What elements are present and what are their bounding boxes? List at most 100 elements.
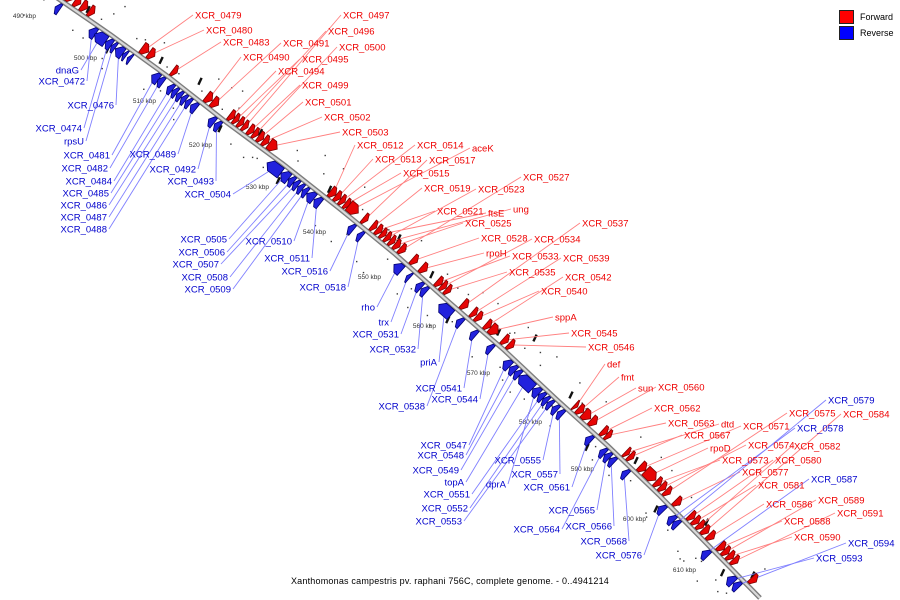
gene-arrow-XCR_0487[interactable] — [179, 94, 190, 107]
gene-label-XCR_0535[interactable]: XCR_0535 — [509, 268, 555, 279]
gene-arrow[interactable] — [125, 53, 135, 66]
gene-label-XCR_0544[interactable]: XCR_0544 — [432, 395, 478, 406]
gene-label-XCR_0479[interactable]: XCR_0479 — [195, 11, 241, 22]
gene-arrow-XCR_0589[interactable] — [719, 544, 732, 557]
gene-arrow-XCR_0578[interactable] — [666, 514, 679, 527]
gene-label-XCR_0562[interactable]: XCR_0562 — [654, 404, 700, 415]
gene-label-XCR_0511[interactable]: XCR_0511 — [264, 254, 310, 265]
gene-label-ung[interactable]: ung — [513, 205, 529, 216]
gene-label-XCR_0519[interactable]: XCR_0519 — [424, 184, 470, 195]
gene-arrow-XCR_0594[interactable] — [731, 581, 744, 593]
gene-arrow-XCR_0506[interactable] — [286, 176, 298, 189]
gene-label-XCR_0575[interactable]: XCR_0575 — [789, 409, 835, 420]
gene-arrow-XCR_0557[interactable] — [555, 409, 567, 421]
gene-label-XCR_0547[interactable]: XCR_0547 — [421, 441, 467, 452]
gene-arrow-XCR_0474[interactable] — [104, 38, 116, 51]
gene-arrow-XCR_0489[interactable] — [189, 102, 201, 115]
gene-label-XCR_0555[interactable]: XCR_0555 — [495, 456, 541, 467]
gene-label-XCR_0546[interactable]: XCR_0546 — [588, 343, 634, 354]
gene-arrow-XCR_0591[interactable] — [728, 554, 741, 566]
gene-arrow-XCR_0485[interactable] — [170, 87, 181, 99]
gene-arrow-XCR_0532[interactable] — [419, 285, 431, 298]
gene-arrow[interactable] — [78, 0, 89, 12]
gene-label-def[interactable]: def — [607, 360, 621, 371]
gene-arrow-XCR_0542[interactable] — [481, 318, 493, 331]
gene-label-XCR_0489[interactable]: XCR_0489 — [130, 150, 176, 161]
gene-arrow-XCR_0505[interactable] — [280, 171, 293, 185]
gene-arrow-XCR_0539[interactable] — [468, 306, 479, 318]
gene-label-XCR_0587[interactable]: XCR_0587 — [811, 475, 857, 486]
gene-arrow-rho[interactable] — [393, 262, 406, 276]
gene-label-XCR_0549[interactable]: XCR_0549 — [413, 466, 459, 477]
gene-label-XCR_0548[interactable]: XCR_0548 — [418, 451, 464, 462]
gene-arrow-XCR_0586[interactable] — [704, 529, 717, 541]
gene-label-XCR_0497[interactable]: XCR_0497 — [343, 11, 389, 22]
gene-label-priA[interactable]: priA — [420, 358, 438, 369]
gene-arrow-XCR_0495[interactable] — [230, 112, 241, 125]
gene-arrow-XCR_0525[interactable] — [391, 238, 402, 251]
gene-arrow-XCR_0488[interactable] — [183, 97, 194, 110]
gene-arrow-rpoH[interactable] — [417, 261, 429, 274]
gene-label-XCR_0484[interactable]: XCR_0484 — [66, 177, 112, 188]
gene-arrow-dtd[interactable] — [621, 446, 632, 458]
gene-arrow-rpoD[interactable] — [641, 465, 657, 482]
gene-label-XCR_0571[interactable]: XCR_0571 — [743, 422, 789, 433]
gene-arrow-XCR_0580[interactable] — [685, 509, 697, 522]
gene-label-XCR_0510[interactable]: XCR_0510 — [246, 237, 292, 248]
gene-arrow-XCR_0483[interactable] — [168, 64, 179, 77]
gene-label-dnaG[interactable]: dnaG — [56, 66, 79, 77]
gene-label-XCR_0514[interactable]: XCR_0514 — [417, 141, 463, 152]
gene-label-XCR_0573[interactable]: XCR_0573 — [722, 456, 768, 467]
gene-label-XCR_0577[interactable]: XCR_0577 — [742, 468, 788, 479]
gene-label-XCR_0581[interactable]: XCR_0581 — [758, 481, 804, 492]
gene-arrow-XCR_0501[interactable] — [254, 130, 266, 143]
gene-label-XCR_0590[interactable]: XCR_0590 — [794, 533, 840, 544]
gene-arrow-XCR_0535[interactable] — [442, 283, 453, 296]
gene-label-XCR_0540[interactable]: XCR_0540 — [541, 287, 587, 298]
gene-label-XCR_0568[interactable]: XCR_0568 — [581, 537, 627, 548]
gene-arrow-XCR_0500[interactable] — [250, 126, 260, 139]
gene-label-XCR_0481[interactable]: XCR_0481 — [64, 151, 110, 162]
gene-arrow-XCR_0482[interactable] — [156, 76, 167, 89]
gene-label-XCR_0483[interactable]: XCR_0483 — [223, 38, 269, 49]
gene-arrow-XCR_0523[interactable] — [382, 230, 393, 243]
gene-label-dprA[interactable]: dprA — [486, 480, 507, 491]
gene-arrow-XCR_0581[interactable] — [689, 514, 702, 526]
gene-arrow-XCR_0490[interactable] — [202, 90, 214, 104]
gene-arrow-XCR_0537[interactable] — [458, 297, 470, 310]
gene-label-rho[interactable]: rho — [361, 303, 375, 314]
gene-label-XCR_0584[interactable]: XCR_0584 — [843, 410, 889, 421]
gene-label-XCR_0539[interactable]: XCR_0539 — [563, 254, 609, 265]
gene-label-XCR_0504[interactable]: XCR_0504 — [185, 190, 231, 201]
gene-arrow-topA[interactable] — [518, 374, 538, 394]
gene-arrow-XCR_0493[interactable] — [212, 120, 224, 133]
gene-arrow-XCR_0519[interactable] — [368, 219, 379, 232]
gene-label-XCR_0574[interactable]: XCR_0574 — [748, 441, 794, 452]
gene-arrow-XCR_0562[interactable] — [598, 424, 610, 437]
gene-label-XCR_0564[interactable]: XCR_0564 — [514, 525, 560, 536]
gene-arrow-XCR_0571[interactable] — [635, 460, 648, 473]
gene-arrow-def[interactable] — [570, 399, 581, 411]
gene-label-XCR_0567[interactable]: XCR_0567 — [684, 431, 730, 442]
gene-arrow-sppA[interactable] — [486, 322, 499, 336]
gene-label-trx[interactable]: trx — [378, 318, 389, 329]
gene-arrow[interactable] — [120, 50, 130, 62]
gene-arrow-XCR_0561[interactable] — [584, 434, 596, 447]
gene-label-XCR_0534[interactable]: XCR_0534 — [534, 235, 580, 246]
gene-label-XCR_0501[interactable]: XCR_0501 — [305, 98, 351, 109]
gene-arrow-XCR_0484[interactable] — [165, 83, 177, 96]
gene-label-rpoD[interactable]: rpoD — [710, 444, 731, 455]
gene-label-XCR_0500[interactable]: XCR_0500 — [339, 43, 385, 54]
gene-arrow-XCR_0555[interactable] — [550, 404, 562, 416]
gene-arrow-XCR_0574[interactable] — [656, 480, 668, 492]
gene-arrow-XCR_0514[interactable] — [336, 193, 347, 206]
gene-arrow-XCR_0573[interactable] — [651, 475, 664, 488]
gene-arrow[interactable] — [53, 3, 64, 16]
gene-label-sun[interactable]: sun — [638, 384, 653, 395]
gene-arrow-dnaG[interactable] — [94, 31, 110, 48]
gene-arrow-fmt[interactable] — [574, 402, 586, 415]
gene-arrow-rpsU[interactable] — [109, 41, 119, 54]
gene-label-XCR_0506[interactable]: XCR_0506 — [179, 248, 225, 259]
gene-arrow-XCR_0518[interactable] — [355, 230, 366, 243]
gene-label-XCR_0482[interactable]: XCR_0482 — [62, 164, 108, 175]
